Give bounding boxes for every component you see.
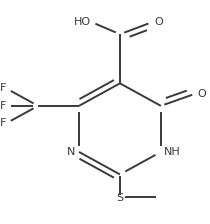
Text: N: N: [67, 147, 75, 157]
Text: F: F: [0, 84, 6, 93]
Text: O: O: [197, 88, 206, 99]
Text: O: O: [154, 17, 163, 27]
Text: S: S: [116, 193, 123, 203]
Text: NH: NH: [164, 147, 181, 157]
Text: HO: HO: [74, 17, 91, 27]
Text: F: F: [0, 101, 6, 111]
Text: F: F: [0, 118, 6, 128]
